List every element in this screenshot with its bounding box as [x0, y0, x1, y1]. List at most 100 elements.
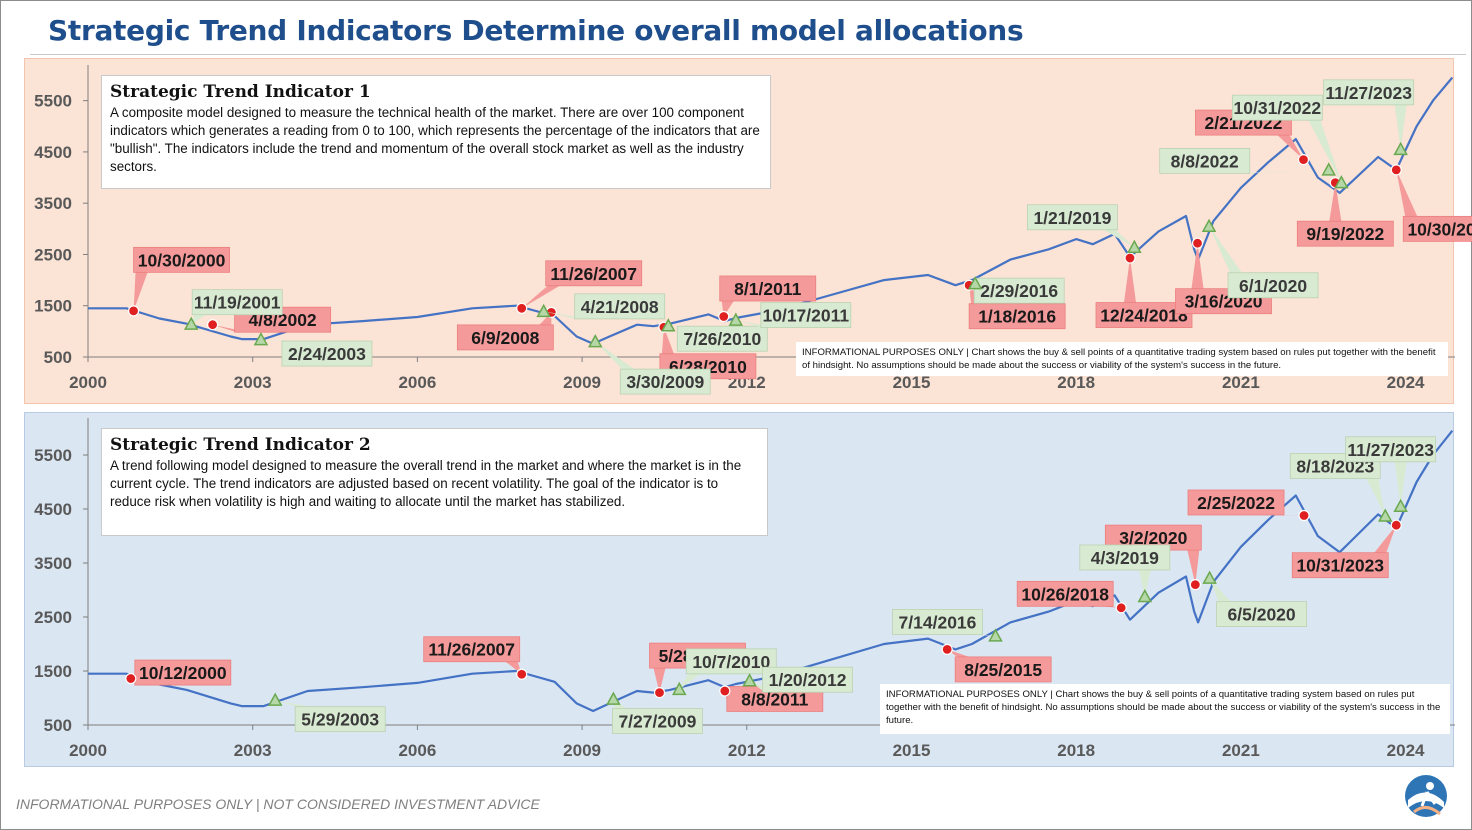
- buy-signal-label: 6/1/2020: [1239, 276, 1307, 296]
- x-tick-label: 2018: [1057, 741, 1095, 760]
- buy-signal-label: 11/27/2023: [1325, 83, 1412, 103]
- sell-callout-box: [133, 246, 230, 273]
- buy-signal-label: 7/26/2010: [683, 329, 761, 349]
- sell-signal-label: 8/25/2015: [964, 660, 1042, 680]
- buy-callout-box: [1079, 544, 1171, 571]
- sell-callout-pointer: [1277, 135, 1304, 160]
- buy-callout-box: [1216, 601, 1307, 628]
- x-tick-label: 2009: [563, 741, 601, 760]
- buy-callout-box: [1159, 147, 1251, 174]
- buy-marker: [1202, 570, 1217, 584]
- buy-marker: [1137, 588, 1153, 603]
- sell-marker: [941, 643, 953, 656]
- sell-marker: [127, 305, 140, 317]
- title-divider: [30, 54, 1466, 55]
- buy-callout-pointer: [275, 700, 310, 707]
- buy-callout-pointer: [1209, 578, 1231, 602]
- sell-callout-box: [1291, 552, 1389, 579]
- sell-signal-label: 10/12/2000: [139, 663, 227, 683]
- buy-marker: [1127, 239, 1142, 254]
- buy-marker: [1334, 175, 1349, 189]
- buy-callout-box: [973, 277, 1065, 304]
- buy-marker: [672, 681, 687, 696]
- buy-marker: [1321, 162, 1336, 176]
- sell-marker: [125, 672, 137, 685]
- sell-callout-pointer: [661, 327, 674, 354]
- sell-callout-box: [1296, 220, 1394, 247]
- buy-signal-label: 3/30/2009: [626, 372, 704, 392]
- sell-signal-label: 8/1/2011: [734, 279, 801, 299]
- sell-callout-pointer: [1187, 550, 1200, 585]
- sell-callout-box: [423, 636, 521, 663]
- sell-callout-box: [968, 303, 1066, 330]
- buy-marker: [728, 312, 744, 326]
- sell-signal-label: 10/26/2018: [1021, 584, 1109, 604]
- buy-marker: [536, 303, 551, 318]
- buy-callout-pointer: [1308, 120, 1342, 183]
- buy-signal-label: 1/20/2012: [769, 670, 847, 690]
- buy-callout-pointer: [1366, 478, 1386, 517]
- y-tick-label: 4500: [34, 143, 72, 162]
- buy-marker: [1393, 498, 1408, 513]
- sell-callout-pointer: [1191, 243, 1204, 289]
- buy-signal-label: 10/17/2011: [763, 306, 850, 326]
- buy-callout-pointer: [1138, 569, 1151, 597]
- buy-marker: [183, 316, 199, 330]
- sell-callout-box: [1095, 302, 1193, 328]
- sell-marker: [718, 310, 730, 323]
- buy-signal-label: 7/14/2016: [899, 612, 977, 632]
- buy-callout-box: [760, 302, 852, 328]
- sell-marker: [516, 302, 528, 314]
- buy-callout-pointer: [1394, 461, 1407, 507]
- sell-marker: [1297, 154, 1310, 166]
- buy-marker: [661, 318, 676, 332]
- x-tick-label: 2021: [1222, 741, 1260, 760]
- buy-signal-label: 4/21/2008: [581, 297, 659, 317]
- x-tick-label: 2006: [398, 373, 436, 392]
- sell-marker: [1189, 578, 1201, 591]
- buy-callout-box: [294, 706, 386, 733]
- buy-signal-label: 1/21/2019: [1033, 208, 1111, 228]
- x-tick-label: 2024: [1387, 373, 1425, 392]
- y-tick-label: 1500: [34, 662, 72, 681]
- buy-signal-label: 2/29/2016: [980, 281, 1058, 301]
- sell-marker: [1390, 164, 1402, 176]
- sell-signal-label: 1/18/2016: [978, 307, 1056, 327]
- sell-marker: [1390, 519, 1402, 531]
- buy-callout-pointer: [679, 673, 701, 690]
- sell-signal-label: 3/2/2020: [1119, 528, 1187, 548]
- y-tick-label: 5500: [34, 446, 72, 465]
- sell-marker: [1124, 252, 1136, 264]
- y-tick-label: 500: [44, 348, 72, 367]
- buy-signal-label: 2/24/2003: [288, 344, 366, 364]
- buy-marker: [253, 332, 269, 346]
- buy-callout-pointer: [1235, 169, 1329, 174]
- indicator-1-heading: Strategic Trend Indicator 1: [110, 82, 371, 102]
- sell-signal-label: 12/24/2018: [1100, 306, 1188, 326]
- buy-callout-box: [1227, 272, 1319, 299]
- sell-callout-pointer: [133, 272, 148, 311]
- y-tick-label: 3500: [34, 554, 72, 573]
- sell-marker: [207, 319, 219, 331]
- x-tick-label: 2021: [1222, 373, 1260, 392]
- indicator-2-description: A trend following model designed to meas…: [110, 458, 742, 509]
- buy-callout-box: [611, 708, 703, 734]
- sell-signal-label: 10/30/2000: [138, 250, 226, 270]
- sell-marker: [1115, 602, 1127, 614]
- buy-marker: [1378, 508, 1393, 522]
- footer-disclaimer: INFORMATIONAL PURPOSES ONLY | NOT CONSID…: [16, 796, 540, 812]
- buy-callout-pointer: [595, 341, 635, 370]
- buy-callout-box: [619, 368, 711, 395]
- buy-callout-box: [762, 666, 853, 693]
- buy-callout-box: [1345, 436, 1437, 463]
- sell-callout-pointer: [947, 649, 970, 657]
- sell-signal-label: 11/26/2007: [428, 640, 515, 660]
- sell-signal-label: 9/19/2022: [1306, 224, 1384, 244]
- sell-marker: [719, 685, 731, 697]
- sell-callout-box: [1016, 580, 1114, 607]
- sell-marker: [516, 668, 528, 680]
- y-tick-label: 3500: [34, 194, 72, 213]
- sell-callout-pointer: [1123, 258, 1136, 303]
- x-tick-label: 2000: [69, 373, 107, 392]
- sell-callout-box: [954, 656, 1052, 683]
